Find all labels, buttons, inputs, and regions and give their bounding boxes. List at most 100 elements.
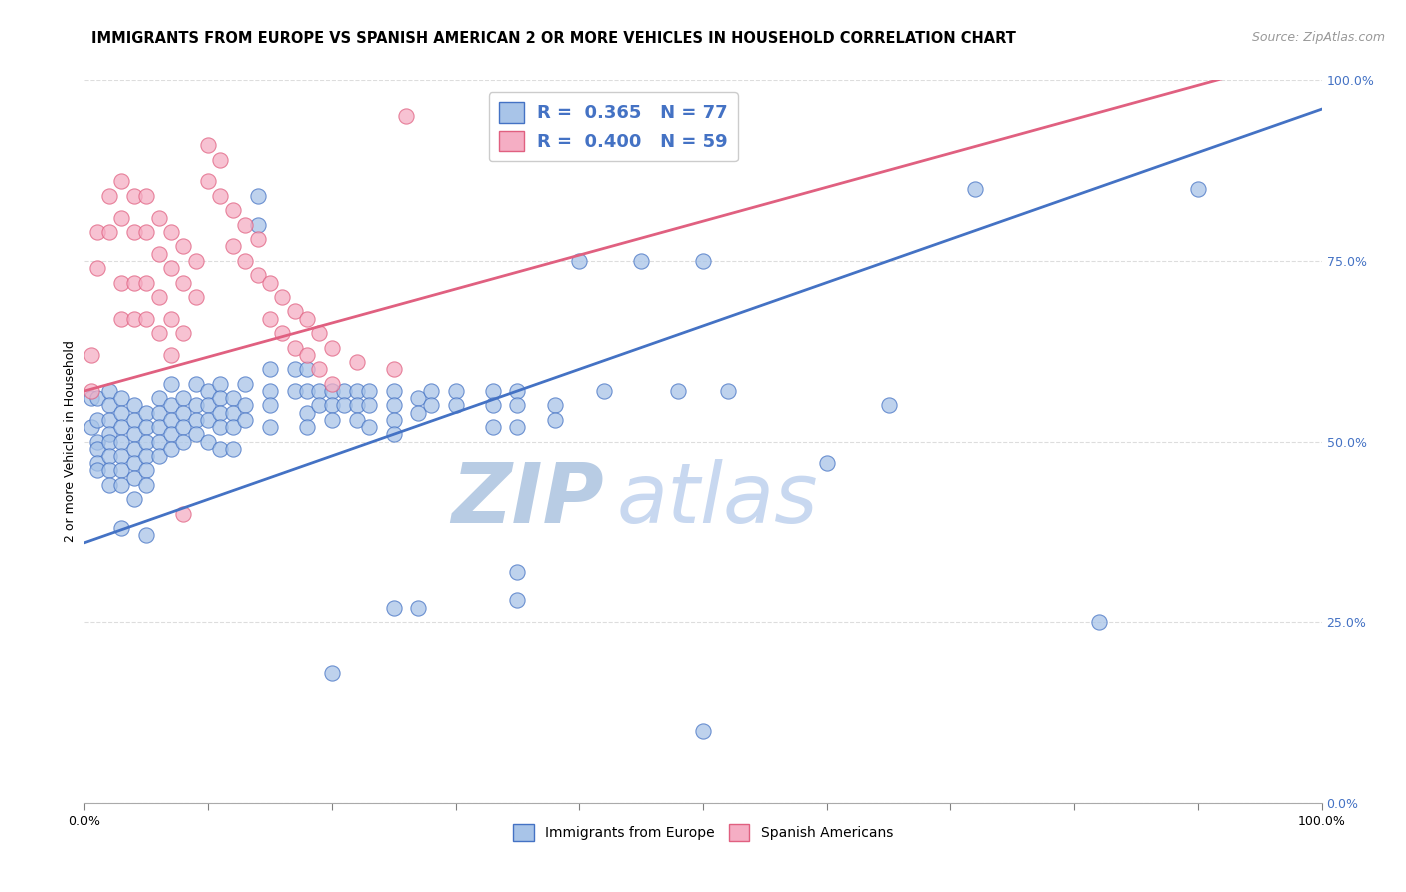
Point <box>122 225 145 239</box>
Point <box>197 434 219 449</box>
Point <box>172 420 194 434</box>
Point <box>321 341 343 355</box>
Point <box>308 362 330 376</box>
Point <box>86 442 108 456</box>
Point <box>110 449 132 463</box>
Point <box>98 478 121 492</box>
Point <box>408 600 430 615</box>
Point <box>295 420 318 434</box>
Point <box>122 492 145 507</box>
Point <box>222 442 245 456</box>
Point <box>382 413 405 427</box>
Point <box>160 427 183 442</box>
Point <box>197 398 219 412</box>
Point <box>79 348 101 362</box>
Point <box>408 391 430 405</box>
Point <box>222 203 245 218</box>
Point <box>148 434 170 449</box>
Point <box>295 406 318 420</box>
Point <box>593 384 616 398</box>
Point <box>98 398 121 412</box>
Point <box>382 427 405 442</box>
Point <box>209 376 232 391</box>
Point <box>110 521 132 535</box>
Point <box>284 384 307 398</box>
Point <box>122 442 145 456</box>
Point <box>222 239 245 253</box>
Point <box>86 456 108 470</box>
Point <box>209 442 232 456</box>
Point <box>197 384 219 398</box>
Point <box>79 384 101 398</box>
Point <box>408 406 430 420</box>
Point <box>295 311 318 326</box>
Point <box>444 398 467 412</box>
Point <box>321 413 343 427</box>
Point <box>110 463 132 477</box>
Point <box>98 434 121 449</box>
Point <box>172 391 194 405</box>
Point <box>98 225 121 239</box>
Point <box>98 413 121 427</box>
Point <box>148 406 170 420</box>
Point <box>271 326 294 340</box>
Point <box>184 253 207 268</box>
Point <box>692 253 714 268</box>
Point <box>184 376 207 391</box>
Point <box>110 434 132 449</box>
Legend: Immigrants from Europe, Spanish Americans: Immigrants from Europe, Spanish American… <box>508 818 898 847</box>
Point <box>86 463 108 477</box>
Point <box>135 276 157 290</box>
Point <box>110 276 132 290</box>
Point <box>222 391 245 405</box>
Point <box>135 478 157 492</box>
Point <box>135 311 157 326</box>
Point <box>271 290 294 304</box>
Point <box>110 420 132 434</box>
Point <box>98 463 121 477</box>
Point <box>172 406 194 420</box>
Point <box>382 398 405 412</box>
Point <box>79 420 101 434</box>
Point <box>284 362 307 376</box>
Point <box>815 456 838 470</box>
Point <box>346 355 368 369</box>
Point <box>395 110 418 124</box>
Point <box>1088 615 1111 630</box>
Point <box>122 413 145 427</box>
Point <box>246 189 269 203</box>
Point <box>148 391 170 405</box>
Point <box>233 413 256 427</box>
Point <box>184 398 207 412</box>
Point <box>259 384 281 398</box>
Point <box>506 384 529 398</box>
Point <box>86 434 108 449</box>
Text: Source: ZipAtlas.com: Source: ZipAtlas.com <box>1251 31 1385 45</box>
Point <box>197 138 219 153</box>
Point <box>172 239 194 253</box>
Point <box>172 326 194 340</box>
Point <box>419 384 441 398</box>
Point <box>357 398 380 412</box>
Point <box>122 456 145 470</box>
Point <box>98 427 121 442</box>
Point <box>666 384 689 398</box>
Point <box>357 420 380 434</box>
Point <box>568 253 591 268</box>
Point <box>197 174 219 188</box>
Point <box>122 398 145 412</box>
Point <box>122 189 145 203</box>
Point <box>184 427 207 442</box>
Point <box>86 225 108 239</box>
Point <box>209 420 232 434</box>
Point <box>357 384 380 398</box>
Point <box>630 253 652 268</box>
Point <box>321 376 343 391</box>
Point <box>148 420 170 434</box>
Point <box>877 398 900 412</box>
Point <box>506 565 529 579</box>
Point <box>692 723 714 738</box>
Point <box>135 406 157 420</box>
Point <box>295 362 318 376</box>
Point <box>233 376 256 391</box>
